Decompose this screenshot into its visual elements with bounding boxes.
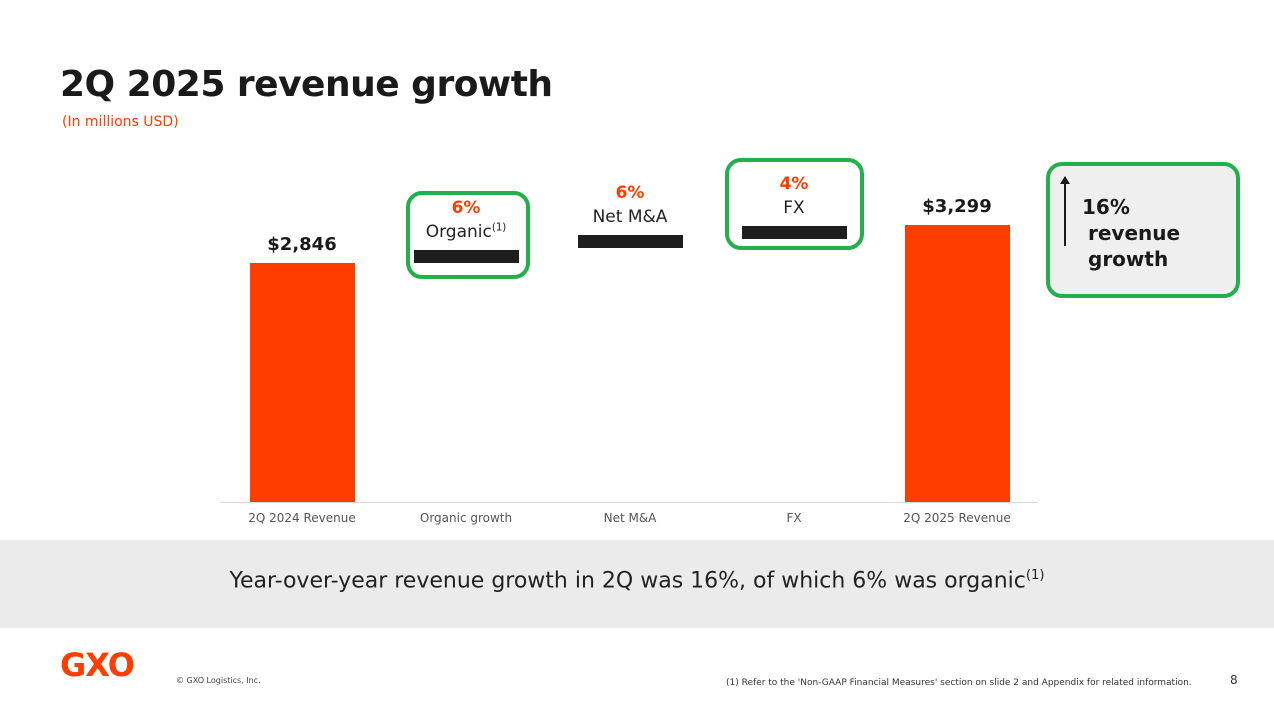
bar-delta (741, 226, 847, 239)
data-label: 6% (451, 197, 481, 218)
summary-banner: Year-over-year revenue growth in 2Q was … (0, 540, 1274, 628)
arrow-up-icon (1060, 176, 1070, 246)
x-tick-label: FX (786, 511, 802, 525)
delta-name-label: Net M&A (592, 207, 668, 228)
callout-text: 16% revenue growth (1082, 194, 1180, 272)
data-label: 4% (779, 174, 809, 194)
footnote-mark: (1) (491, 222, 507, 234)
page-title: 2Q 2025 revenue growth (60, 64, 553, 105)
data-label: $3,299 (922, 196, 992, 217)
copyright: © GXO Logistics, Inc. (176, 676, 261, 685)
waterfall-chart: 2Q 2024 Revenue $2,846 Organic growth Organ… (220, 174, 1038, 525)
x-axis-line (220, 502, 1038, 503)
bar-total (904, 225, 1010, 502)
footnote-mark: (1) (1025, 568, 1045, 583)
x-tick-label: 2Q 2024 Revenue (248, 511, 356, 525)
x-tick-label: 2Q 2025 Revenue (903, 511, 1011, 525)
bar-total (249, 263, 355, 502)
x-tick-label: Organic growth (419, 511, 513, 525)
page-number: 8 (1230, 673, 1238, 687)
delta-name-label: FX (783, 198, 805, 218)
callout-line3: growth (1088, 247, 1169, 271)
delta-name-label: Organic(1) (425, 221, 507, 242)
bar-delta (577, 235, 683, 249)
fx-highlight-box (725, 158, 864, 250)
growth-callout (1046, 162, 1240, 298)
callout-line2: revenue (1088, 221, 1181, 245)
summary-text: Year-over-year revenue growth in 2Q was … (0, 568, 1274, 593)
x-tick-label: Net M&A (603, 511, 657, 525)
footnote: (1) Refer to the 'Non-GAAP Financial Mea… (726, 678, 1192, 688)
data-label: 6% (615, 183, 645, 204)
data-label: $2,846 (267, 234, 337, 256)
callout-percent: 16% (1082, 195, 1130, 219)
subtitle: (In millions USD) (62, 114, 179, 130)
summary-label: Year-over-year revenue growth in 2Q was … (229, 568, 1026, 594)
organic-highlight-box (406, 191, 530, 279)
gxo-logo: GXO (60, 646, 135, 684)
bar-delta (413, 249, 519, 263)
